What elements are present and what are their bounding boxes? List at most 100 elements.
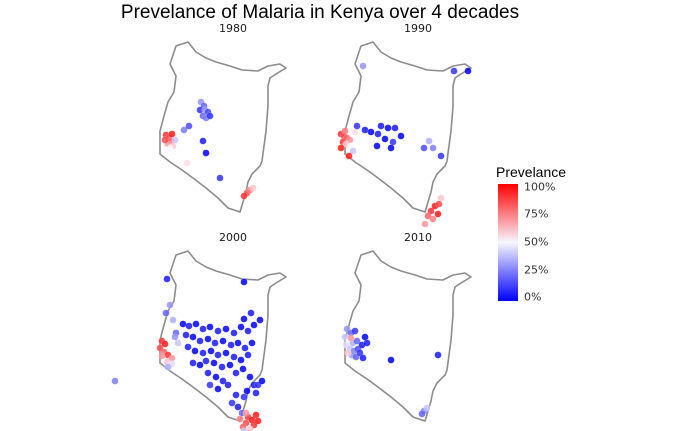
survey-point bbox=[204, 369, 212, 377]
survey-point bbox=[206, 323, 214, 331]
survey-point bbox=[389, 138, 397, 146]
survey-point bbox=[258, 377, 266, 385]
map-canvas bbox=[111, 250, 287, 431]
survey-point bbox=[341, 127, 349, 135]
survey-point bbox=[166, 301, 174, 309]
survey-point bbox=[237, 323, 245, 331]
survey-point bbox=[179, 320, 187, 328]
survey-point bbox=[196, 361, 204, 369]
survey-point bbox=[252, 389, 260, 397]
survey-point bbox=[185, 322, 193, 330]
survey-point bbox=[232, 369, 240, 377]
survey-point bbox=[418, 410, 426, 418]
survey-point bbox=[429, 215, 437, 223]
survey-point bbox=[387, 356, 395, 364]
survey-point bbox=[423, 404, 431, 412]
survey-point bbox=[214, 385, 222, 393]
legend-tick-label: 100% bbox=[524, 180, 556, 194]
facet-label: 1990 bbox=[404, 22, 432, 35]
survey-point bbox=[351, 327, 359, 335]
survey-point bbox=[171, 136, 179, 144]
survey-point bbox=[387, 144, 395, 152]
survey-point bbox=[248, 339, 256, 347]
survey-point bbox=[247, 309, 255, 317]
survey-point bbox=[381, 135, 389, 143]
survey-point bbox=[230, 353, 238, 361]
survey-point bbox=[234, 339, 242, 347]
survey-point bbox=[211, 339, 219, 347]
legend-tick-label: 75% bbox=[524, 207, 549, 221]
survey-point bbox=[240, 393, 248, 401]
survey-point bbox=[189, 359, 197, 367]
survey-point bbox=[202, 149, 210, 157]
survey-point bbox=[199, 349, 207, 357]
survey-point bbox=[180, 126, 188, 134]
survey-point bbox=[246, 425, 254, 431]
survey-point bbox=[256, 316, 264, 324]
survey-point bbox=[429, 144, 437, 152]
survey-point bbox=[166, 144, 174, 152]
survey-point bbox=[240, 315, 248, 323]
survey-point bbox=[214, 327, 222, 335]
survey-point bbox=[377, 122, 385, 130]
survey-point bbox=[254, 417, 262, 425]
survey-point bbox=[391, 124, 399, 132]
kenya-outline bbox=[159, 41, 287, 213]
survey-point bbox=[161, 136, 169, 144]
survey-point bbox=[384, 124, 392, 132]
survey-point bbox=[353, 122, 361, 130]
facet-label: 2000 bbox=[219, 231, 247, 244]
kenya-outline bbox=[159, 250, 287, 422]
survey-point bbox=[172, 346, 180, 354]
survey-point bbox=[437, 194, 445, 202]
survey-point bbox=[224, 381, 232, 389]
facet-2000: 2000 bbox=[111, 231, 318, 431]
survey-point bbox=[169, 316, 177, 324]
survey-point bbox=[183, 159, 191, 167]
survey-point bbox=[206, 112, 214, 120]
survey-point bbox=[234, 403, 242, 411]
legend-tick-label: 25% bbox=[524, 263, 549, 277]
survey-point bbox=[214, 351, 222, 359]
survey-point bbox=[212, 373, 220, 381]
survey-point bbox=[450, 67, 458, 75]
survey-point bbox=[242, 409, 250, 417]
survey-point bbox=[222, 349, 230, 357]
survey-point bbox=[111, 377, 119, 385]
survey-point bbox=[192, 320, 200, 328]
survey-point bbox=[199, 137, 207, 145]
survey-point bbox=[425, 137, 433, 145]
color-legend: Prevelance 100% 75% 50% 25% 0% bbox=[496, 164, 606, 309]
map-canvas bbox=[159, 41, 287, 213]
survey-point bbox=[219, 337, 227, 345]
survey-point bbox=[421, 220, 429, 228]
survey-point bbox=[347, 334, 355, 342]
survey-point bbox=[359, 62, 367, 70]
survey-point bbox=[244, 327, 252, 335]
survey-point bbox=[185, 122, 193, 130]
legend-tick-label: 50% bbox=[524, 235, 549, 249]
survey-point bbox=[222, 325, 230, 333]
survey-point bbox=[164, 363, 172, 371]
survey-point bbox=[230, 329, 238, 337]
facet-2010: 2010 bbox=[333, 231, 503, 431]
survey-point bbox=[464, 67, 472, 75]
survey-point bbox=[353, 337, 361, 345]
map-canvas bbox=[341, 250, 472, 422]
survey-point bbox=[162, 309, 170, 317]
survey-point bbox=[252, 411, 260, 419]
plot-title: Prevelance of Malaria in Kenya over 4 de… bbox=[120, 2, 520, 23]
survey-point bbox=[196, 337, 204, 345]
survey-point bbox=[161, 340, 169, 348]
survey-point bbox=[246, 373, 254, 381]
survey-point bbox=[240, 192, 248, 200]
survey-point bbox=[437, 152, 445, 160]
survey-point bbox=[218, 363, 226, 371]
survey-point bbox=[361, 333, 369, 341]
facet-label: 2010 bbox=[404, 231, 432, 244]
facet-1990: 1990 bbox=[333, 22, 503, 228]
survey-point bbox=[250, 321, 258, 329]
survey-point bbox=[337, 144, 345, 152]
survey-point bbox=[243, 387, 251, 395]
survey-point bbox=[367, 128, 375, 136]
